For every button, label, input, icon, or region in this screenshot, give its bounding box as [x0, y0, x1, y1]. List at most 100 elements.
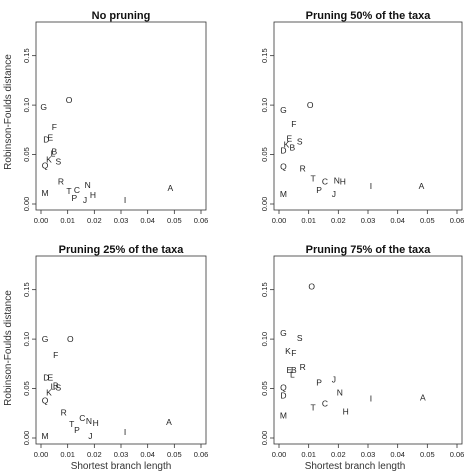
x-tick-label: 0.05 [420, 216, 435, 225]
panel-frame [273, 255, 463, 445]
point-label: Q [42, 160, 49, 170]
point-label: F [53, 350, 58, 360]
point-label: D [280, 390, 286, 400]
point-label: H [93, 418, 99, 428]
panel-title: Pruning 75% of the taxa [306, 244, 432, 256]
x-tick-label: 0.05 [167, 216, 182, 225]
x-tick-label: 0.01 [60, 450, 75, 459]
point-label: I [370, 393, 372, 403]
point-label: A [420, 392, 426, 402]
point-label: T [311, 402, 316, 412]
point-label: S [297, 333, 303, 343]
x-axis-title-left: Shortest branch length [71, 461, 172, 472]
x-tick-label: 0.04 [390, 216, 405, 225]
panel-title: No pruning [92, 10, 151, 22]
point-label: S [55, 383, 61, 393]
x-tick-label: 0.02 [331, 216, 346, 225]
point-label: H [90, 190, 96, 200]
point-label: M [41, 431, 48, 441]
x-tick-label: 0.02 [87, 450, 102, 459]
point-label: K [46, 155, 52, 165]
point-label: L [51, 382, 56, 392]
point-label: B [51, 147, 57, 157]
point-label: L [51, 149, 56, 159]
point-label: I [124, 427, 126, 437]
x-tick-label: 0.04 [140, 450, 155, 459]
point-label: N [85, 180, 91, 190]
point-label: P [71, 193, 77, 203]
y-tick-label: 0.05 [260, 381, 269, 396]
x-tick-label: 0.04 [140, 216, 155, 225]
y-tick-label: 0.00 [22, 431, 31, 446]
point-label: I [124, 195, 126, 205]
point-label: D [43, 135, 49, 145]
point-label: C [322, 176, 328, 186]
point-label: N [337, 388, 343, 398]
y-tick-label: 0.10 [22, 332, 31, 347]
x-tick-label: 0.01 [301, 216, 316, 225]
point-label: G [40, 102, 47, 112]
point-label: J [332, 375, 336, 385]
point-label: N [334, 175, 340, 185]
point-label: B [290, 143, 296, 153]
y-tick-label: 0.15 [260, 48, 269, 63]
y-tick-label: 0.00 [260, 431, 269, 446]
point-label: F [52, 122, 57, 132]
x-tick-label: 0.03 [114, 216, 129, 225]
panel-title: Pruning 25% of the taxa [59, 244, 185, 256]
point-label: N [86, 416, 92, 426]
point-label: T [69, 419, 74, 429]
y-tick-label: 0.00 [260, 197, 269, 212]
point-label: E [287, 365, 293, 375]
point-label: J [332, 189, 336, 199]
panel-frame [273, 21, 463, 211]
point-label: O [308, 282, 315, 292]
panel-title: Pruning 50% of the taxa [306, 10, 432, 22]
point-label: B [291, 365, 297, 375]
point-label: K [285, 346, 291, 356]
x-tick-label: 0.06 [194, 450, 209, 459]
point-label: M [41, 188, 48, 198]
x-tick-label: 0.03 [361, 450, 376, 459]
point-label: F [291, 348, 296, 358]
x-tick-label: 0.01 [301, 450, 316, 459]
point-label: G [280, 328, 287, 338]
x-tick-label: 0.05 [167, 450, 182, 459]
x-tick-label: 0.06 [450, 450, 465, 459]
point-label: M [280, 410, 287, 420]
point-label: A [166, 417, 172, 427]
point-label: T [311, 173, 316, 183]
point-label: I [370, 181, 372, 191]
point-label: A [419, 181, 425, 191]
point-label: G [280, 105, 287, 115]
y-tick-label: 0.15 [22, 48, 31, 63]
point-label: K [46, 388, 52, 398]
x-tick-label: 0.06 [450, 216, 465, 225]
point-label: E [47, 373, 53, 383]
panels: No pruning 0.00 0.01 0.02 0.03 0.04 0.05 0.06 0.… [22, 10, 464, 459]
point-label: Q [42, 395, 49, 405]
point-label: L [290, 370, 295, 380]
point-label: O [307, 100, 314, 110]
y-tick-label: 0.10 [260, 98, 269, 113]
point-label: Q [280, 383, 287, 393]
point-label: R [300, 362, 306, 372]
point-label: C [322, 398, 328, 408]
point-label: T [66, 186, 71, 196]
x-tick-label: 0.06 [194, 216, 209, 225]
point-label: D [43, 373, 49, 383]
x-tick-label: 0.00 [272, 216, 287, 225]
panel-1: No pruning 0.00 0.01 0.02 0.03 0.04 0.05 0.06 0.… [22, 10, 208, 225]
y-tick-label: 0.15 [260, 282, 269, 297]
x-tick-label: 0.00 [34, 450, 49, 459]
point-label: M [280, 189, 287, 199]
point-label: O [67, 334, 74, 344]
x-tick-label: 0.00 [34, 216, 49, 225]
point-label: S [55, 156, 61, 166]
x-tick-label: 0.03 [114, 450, 129, 459]
point-label: B [53, 381, 59, 391]
x-tick-label: 0.02 [87, 216, 102, 225]
point-label: P [74, 425, 80, 435]
point-label: R [61, 407, 67, 417]
